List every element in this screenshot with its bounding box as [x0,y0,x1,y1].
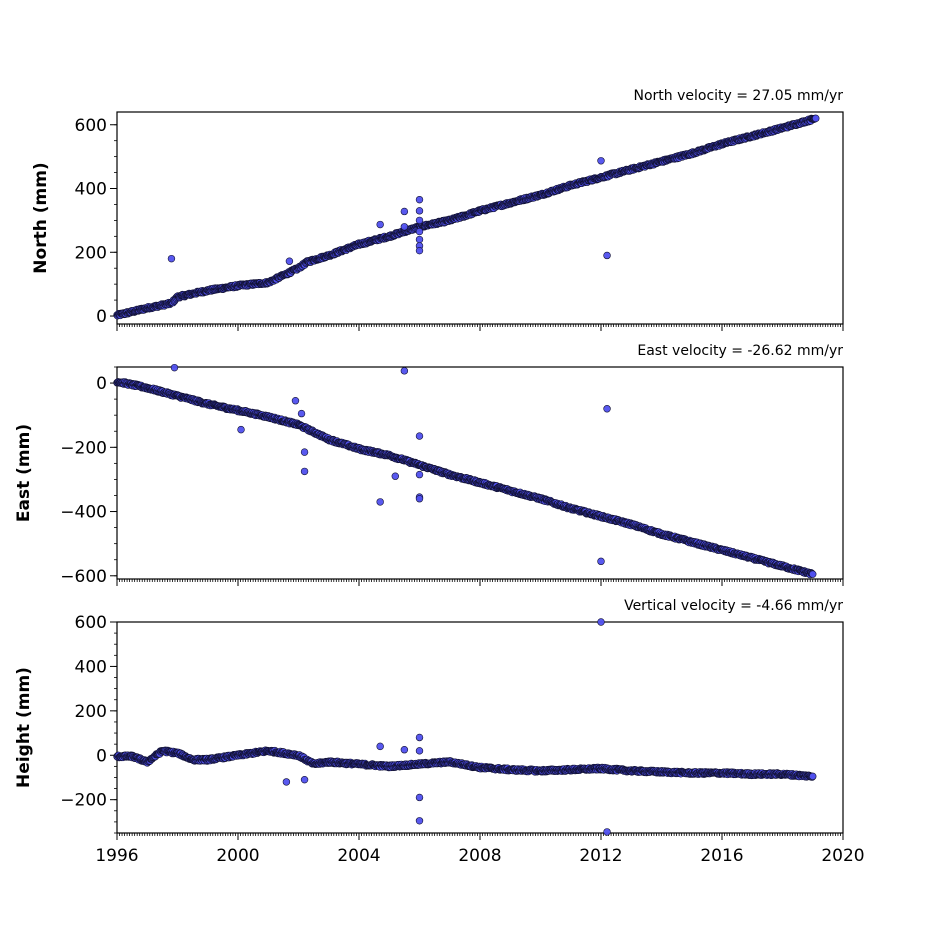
north-axis-label: North (mm) [31,162,51,273]
data-point [809,570,817,578]
data-point [812,114,820,123]
y-tick-label: 600 [75,116,107,136]
y-tick-label: −400 [60,503,107,523]
outlier-point [285,257,294,265]
outlier-point [597,157,605,165]
outlier-point [170,363,179,372]
outlier-point [415,817,424,825]
east-velocity-title: East velocity = -26.62 mm/yr [637,343,843,359]
outlier-point [376,220,384,229]
outlier-point [415,216,424,225]
north-velocity-title: North velocity = 27.05 mm/yr [633,88,843,104]
outlier-point [415,494,424,503]
outlier-point [597,618,605,626]
y-tick-label: 0 [96,374,107,394]
outlier-point [167,254,176,263]
x-tick-label: 2016 [700,846,743,866]
north-series [113,114,820,320]
x-tick-label: 1996 [95,846,138,866]
height-series [113,618,817,836]
outlier-point [300,448,309,456]
east-axis-label: East (mm) [14,424,34,522]
outlier-point [400,746,409,754]
outlier-point [597,557,605,566]
east-series [113,363,817,579]
outlier-point [603,251,611,260]
y-tick-label: 600 [75,613,107,633]
data-point [809,772,817,781]
outlier-point [415,470,424,479]
y-tick-label: −200 [60,791,107,811]
outlier-point [376,498,384,506]
outlier-point [300,467,309,476]
x-tick-label: 2000 [216,846,259,866]
east-plot-frame [116,366,844,580]
y-tick-label: 0 [96,307,107,327]
outlier-point [282,778,291,786]
x-tick-label: 2012 [579,846,622,866]
east-x-ticks [116,579,844,582]
outlier-point [391,472,399,480]
y-tick-label: 400 [75,180,107,200]
y-tick-label: −600 [60,567,107,587]
x-tick-label: 2020 [821,846,864,866]
outlier-point [415,432,424,440]
height-velocity-title: Vertical velocity = -4.66 mm/yr [624,598,843,614]
outlier-point [415,733,424,742]
outlier-point [603,828,611,836]
outlier-point [415,747,424,755]
y-tick-label: 0 [96,746,107,766]
north-x-ticks [116,324,844,327]
outlier-point [400,367,409,375]
outlier-point [415,235,424,244]
outlier-point [415,207,424,215]
outlier-point [237,425,245,434]
outlier-point [415,195,424,204]
height-panel: 1996 2000 2004 2008 2012 2016 2020 −200 0 200 400 6… [14,598,865,866]
outlier-point [400,223,409,231]
north-panel: 0 200 400 600 North (mm) North velocity = 27.… [31,88,844,331]
outlier-point [291,397,300,405]
y-tick-label: 200 [75,243,107,263]
outlier-point [415,793,424,802]
outlier-point [415,246,424,255]
y-tick-label: 400 [75,657,107,677]
east-panel: −600 −400 −200 0 East (mm) East velocity = -2… [14,343,844,587]
y-tick-label: 200 [75,702,107,722]
outlier-point [603,405,611,413]
outlier-point [376,742,384,751]
height-axis-label: Height (mm) [14,667,34,788]
outlier-point [297,409,306,418]
x-tick-label: 2004 [337,846,380,866]
height-plot-frame [116,621,844,834]
x-tick-label: 2008 [458,846,501,866]
y-tick-label: −200 [60,438,107,458]
outlier-point [415,227,424,236]
outlier-point [400,207,409,216]
outlier-point [300,775,309,784]
